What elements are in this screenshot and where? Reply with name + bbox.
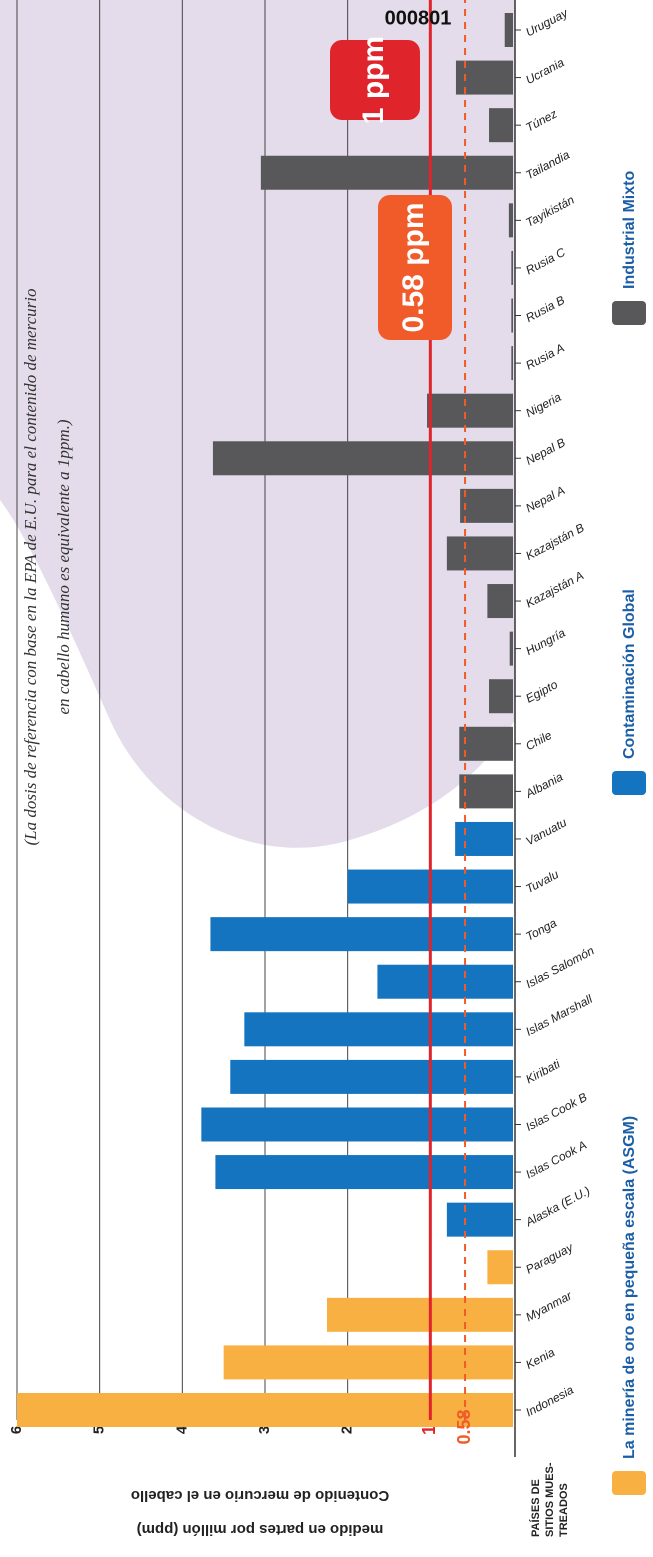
legend-label: Industrial Mixto: [621, 171, 638, 289]
legend-label: Contaminación Global: [621, 589, 638, 759]
bar: [446, 1202, 513, 1237]
x-tick-label: Kazajstán B: [523, 520, 586, 562]
bar: [210, 917, 513, 952]
bar: [201, 1107, 513, 1142]
y-tick-label: 3: [256, 1426, 273, 1434]
x-tick-label: Rusia C: [523, 245, 568, 278]
bar: [215, 1155, 513, 1190]
subtitle: (La dosis de referencia con base en la E…: [21, 289, 40, 846]
y-axis-title: medido en partes por millón (ppm): [137, 1521, 384, 1538]
callout-box: [378, 195, 452, 340]
x-tick-label: Tuvalu: [523, 867, 561, 896]
reference-tick-label: 0.58: [454, 1409, 474, 1444]
bar: [489, 108, 514, 143]
x-axis-title: SITIOS MUES-: [544, 1462, 556, 1537]
bar: [427, 393, 514, 428]
x-tick-label: Tailandia: [523, 147, 572, 182]
bar: [487, 1250, 513, 1285]
x-tick-label: Túnez: [523, 107, 559, 135]
bar: [460, 488, 513, 523]
x-tick-label: Alaska (E.U.): [522, 1184, 592, 1230]
bar: [489, 679, 514, 714]
x-tick-label: Kenia: [523, 1345, 557, 1372]
bar: [509, 631, 513, 666]
bar: [212, 441, 513, 476]
x-tick-label: Vanuatu: [523, 815, 569, 848]
bar: [511, 298, 514, 333]
bar: [17, 1393, 513, 1427]
bar: [244, 1012, 513, 1047]
x-tick-label: Egipto: [523, 677, 560, 705]
bar: [327, 1297, 513, 1332]
subtitle: en cabello humano es equivalente a 1ppm.…: [54, 419, 73, 714]
bar: [508, 203, 514, 238]
x-tick-label: Islas Cook A: [523, 1138, 589, 1182]
x-tick-label: Islas Salomón: [523, 943, 596, 991]
x-tick-label: Uruguay: [523, 5, 571, 39]
id-label: 000801: [385, 7, 452, 29]
bar: [511, 250, 514, 285]
x-tick-label: Indonesia: [523, 1383, 576, 1420]
x-tick-label: Chile: [523, 728, 554, 753]
y-tick-label: 5: [91, 1426, 108, 1434]
bar: [459, 774, 513, 809]
y-tick-label: 2: [339, 1426, 356, 1434]
legend-label: La minería de oro en pequeña escala (ASG…: [621, 1116, 638, 1459]
y-tick-label: 6: [8, 1426, 25, 1434]
x-tick-label: Kazajstán A: [523, 568, 586, 610]
x-axis-title: PAÍSES DE: [529, 1479, 542, 1537]
x-tick-label: Myanmar: [523, 1288, 575, 1324]
y-axis-title: Contenido de mercurio en el cabello: [131, 1487, 389, 1504]
x-tick-label: Nepal B: [523, 435, 567, 467]
y-tick-label: 1: [419, 1425, 439, 1435]
x-tick-label: Kiribati: [523, 1057, 562, 1087]
x-tick-label: Rusia A: [523, 341, 566, 373]
bar: [230, 1059, 513, 1094]
x-tick-label: Tayikistán: [523, 192, 577, 229]
x-tick-label: Tonga: [523, 916, 559, 944]
bar: [260, 155, 513, 190]
callout-label: 1 ppm: [357, 36, 390, 124]
bar: [459, 726, 513, 761]
bar: [377, 964, 513, 999]
x-tick-label: Ucrania: [523, 55, 566, 87]
bar: [487, 584, 513, 619]
bar: [455, 60, 513, 95]
x-tick-label: Rusia B: [523, 293, 567, 325]
bar: [223, 1345, 514, 1380]
bar: [511, 346, 514, 381]
bar: [455, 821, 513, 856]
x-tick-label: Hungría: [523, 626, 568, 659]
x-tick-label: Albania: [522, 770, 565, 802]
x-tick-label: Nigeria: [523, 390, 563, 420]
y-tick-label: 4: [173, 1425, 190, 1434]
x-tick-label: Islas Marshall: [523, 992, 595, 1039]
legend-swatch: [612, 771, 646, 795]
bar: [446, 536, 513, 571]
x-axis-title: TREADOS: [558, 1483, 570, 1537]
callout-box: [330, 40, 420, 120]
legend-swatch: [612, 1471, 646, 1495]
legend-swatch: [612, 301, 646, 325]
bar: [504, 13, 514, 47]
x-tick-label: Paraguay: [523, 1240, 576, 1277]
x-tick-label: Islas Cook B: [523, 1090, 589, 1134]
x-tick-label: Nepal A: [523, 483, 567, 515]
callout-label: 0.58 ppm: [397, 202, 430, 332]
